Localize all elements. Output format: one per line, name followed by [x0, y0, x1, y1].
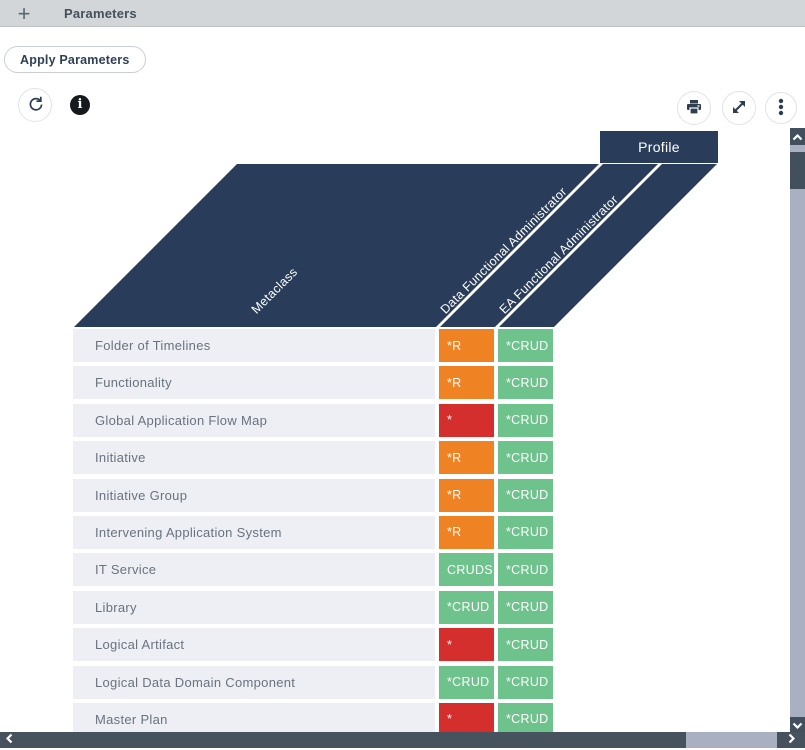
matrix-cell[interactable]: *CRUD [498, 366, 553, 400]
matrix-cell[interactable]: * [439, 702, 494, 732]
matrix-cell[interactable]: *CRUD [498, 329, 553, 362]
matrix-row: Functionality *R *CRUD [73, 366, 558, 400]
matrix-row: Intervening Application System *R *CRUD [73, 515, 558, 549]
row-label: Initiative Group [73, 478, 435, 512]
chevron-right-icon [788, 731, 795, 749]
row-label: Logical Artifact [73, 628, 435, 662]
refresh-button[interactable] [18, 88, 52, 122]
page-title: Parameters [64, 6, 137, 21]
matrix-cell[interactable]: *CRUD [498, 702, 553, 732]
matrix-cell[interactable]: *R [439, 441, 494, 475]
matrix-row: Global Application Flow Map * *CRUD [73, 403, 558, 437]
matrix-cell[interactable]: *CRUD [498, 628, 553, 662]
print-icon [686, 99, 702, 118]
matrix-row: Library *CRUD *CRUD [73, 590, 558, 624]
scroll-right-button[interactable] [777, 732, 805, 748]
matrix-cell[interactable]: *CRUD [498, 515, 553, 549]
matrix-row: Master Plan * *CRUD [73, 702, 558, 732]
matrix-row: Folder of Timelines *R *CRUD [73, 329, 558, 362]
matrix-row: IT Service CRUDS *CRUD [73, 553, 558, 587]
matrix-row: Initiative Group *R *CRUD [73, 478, 558, 512]
expand-icon [731, 99, 747, 118]
matrix-cell[interactable]: *CRUD [498, 665, 553, 699]
row-label: Logical Data Domain Component [73, 665, 435, 699]
row-label: Folder of Timelines [73, 329, 435, 362]
plus-icon[interactable]: + [12, 0, 36, 27]
matrix-rows: Folder of Timelines *R *CRUD Functionality *… [73, 329, 558, 732]
row-label: Initiative [73, 441, 435, 475]
print-button[interactable] [677, 91, 711, 125]
scroll-up-button[interactable] [790, 128, 805, 145]
vertical-scrollbar[interactable] [790, 128, 805, 733]
chevron-up-icon [792, 128, 803, 146]
matrix-cell[interactable]: *CRUD [439, 590, 494, 624]
matrix-cell[interactable]: * [439, 403, 494, 437]
vertical-scroll-thumb[interactable] [790, 152, 805, 189]
row-label: Intervening Application System [73, 515, 435, 549]
chevron-left-icon [5, 731, 13, 749]
matrix-cell[interactable]: *CRUD [498, 441, 553, 475]
info-icon[interactable]: i [70, 95, 90, 115]
matrix-cell[interactable]: *CRUD [498, 553, 553, 587]
expand-button[interactable] [722, 91, 756, 125]
matrix-row: Logical Data Domain Component *CRUD *CRUD [73, 665, 558, 699]
matrix-group-header-profile: Profile [600, 131, 718, 163]
horizontal-scrollbar[interactable] [0, 732, 805, 748]
matrix-cell[interactable]: *CRUD [498, 478, 553, 512]
scroll-down-button[interactable] [790, 717, 805, 733]
matrix-cell[interactable]: *R [439, 366, 494, 400]
matrix-cell[interactable]: *CRUD [498, 590, 553, 624]
matrix-row: Initiative *R *CRUD [73, 441, 558, 475]
matrix-cell[interactable]: * [439, 628, 494, 662]
row-label: Functionality [73, 366, 435, 400]
row-label: Library [73, 590, 435, 624]
refresh-icon [27, 95, 44, 115]
matrix-cell[interactable]: *CRUD [439, 665, 494, 699]
chevron-down-icon [792, 716, 803, 734]
more-options-icon [778, 98, 784, 119]
matrix-cell[interactable]: *R [439, 329, 494, 362]
matrix-row: Logical Artifact * *CRUD [73, 628, 558, 662]
matrix-cell[interactable]: *R [439, 515, 494, 549]
more-options-button[interactable] [765, 92, 797, 124]
apply-parameters-button[interactable]: Apply Parameters [4, 46, 146, 73]
scroll-left-button[interactable] [0, 732, 18, 748]
row-label: Master Plan [73, 702, 435, 732]
horizontal-scroll-thumb[interactable] [686, 732, 777, 748]
matrix-cell[interactable]: *R [439, 478, 494, 512]
row-label: Global Application Flow Map [73, 403, 435, 437]
matrix-cell[interactable]: *CRUD [498, 403, 553, 437]
row-label: IT Service [73, 553, 435, 587]
matrix-cell[interactable]: CRUDS [439, 553, 494, 587]
topbar: + Parameters [0, 0, 805, 27]
